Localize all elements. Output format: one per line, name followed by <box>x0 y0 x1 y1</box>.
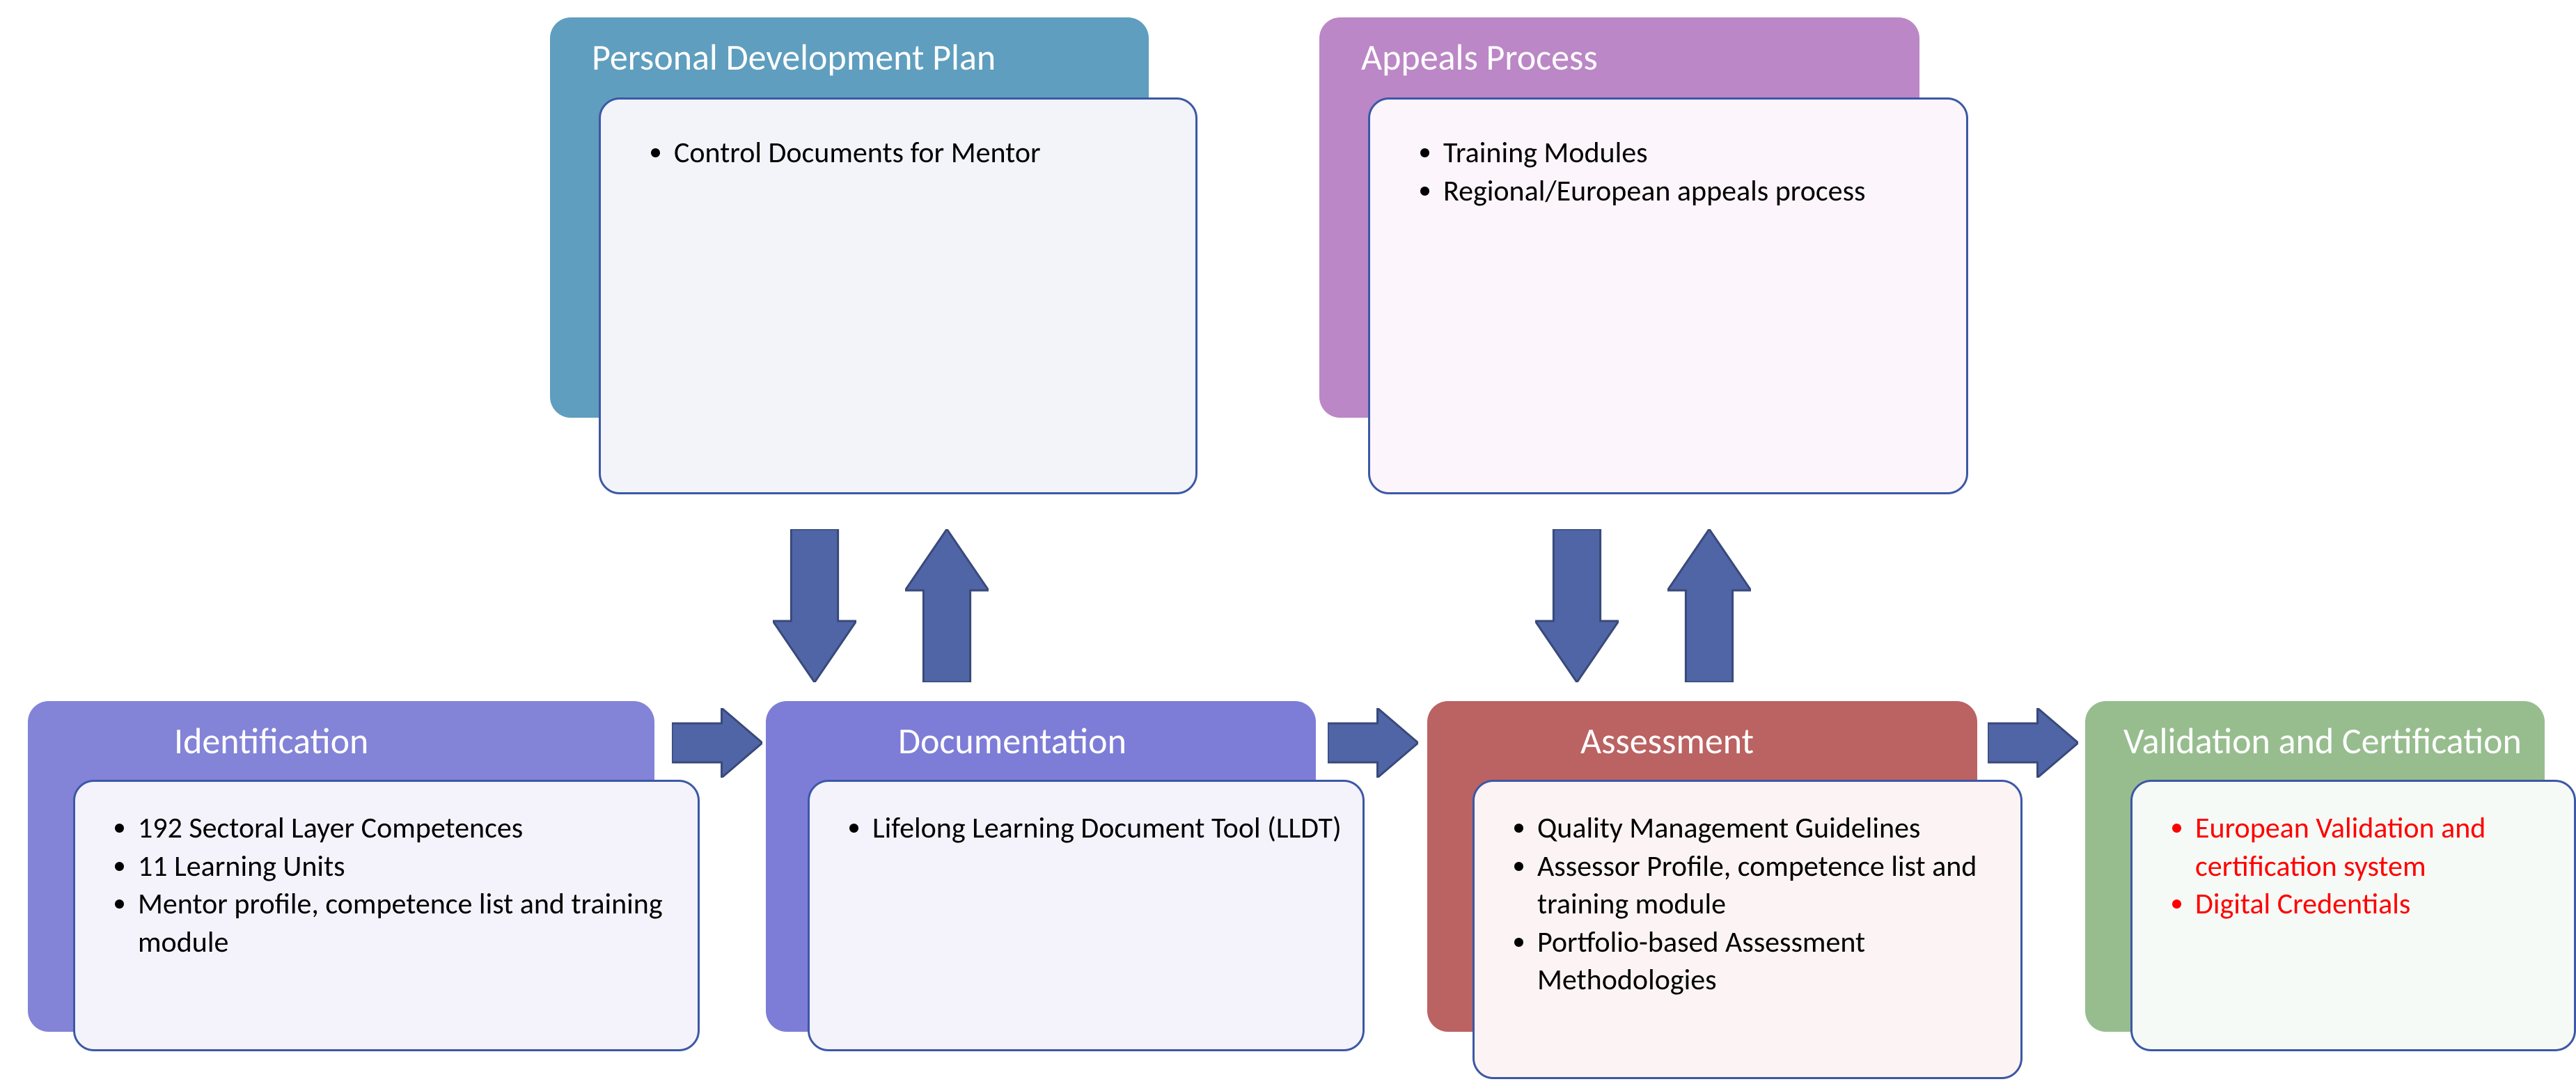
node-pdp-front: Control Documents for Mentor <box>599 97 1197 494</box>
node-pdp-bullets: Control Documents for Mentor <box>632 134 1195 173</box>
node-appeals-front: Training ModulesRegional/European appeal… <box>1368 97 1968 494</box>
node-assessment-bullet: Portfolio-based Assessment Methodologies <box>1537 924 2020 1000</box>
node-assessment-front: Quality Management GuidelinesAssessor Pr… <box>1472 780 2023 1079</box>
node-pdp-bullet: Control Documents for Mentor <box>674 134 1195 173</box>
node-appeals-bullets: Training ModulesRegional/European appeal… <box>1401 134 1966 210</box>
node-validation-bullets: European Validation and certification sy… <box>2153 810 2574 924</box>
node-identification-bullet: 192 Sectoral Layer Competences <box>138 810 698 848</box>
node-documentation-bullet: Lifelong Learning Document Tool (LLDT) <box>872 810 1362 848</box>
arrow-a-assess-valid <box>1988 708 2078 778</box>
node-validation-bullet: Digital Credentials <box>2195 886 2574 924</box>
arrow-a-app-down <box>1535 529 1619 682</box>
node-appeals-title: Appeals Process <box>1361 35 1919 79</box>
arrow-a-pdp-down <box>773 529 856 682</box>
node-appeals-bullet: Training Modules <box>1443 134 1966 173</box>
node-identification-bullet: 11 Learning Units <box>138 848 698 886</box>
node-documentation-front: Lifelong Learning Document Tool (LLDT) <box>808 780 1365 1051</box>
node-assessment-bullet: Quality Management Guidelines <box>1537 810 2020 848</box>
node-identification-bullet: Mentor profile, competence list and trai… <box>138 886 698 961</box>
node-pdp-title: Personal Development Plan <box>592 35 1149 79</box>
node-assessment-bullets: Quality Management GuidelinesAssessor Pr… <box>1495 810 2020 1000</box>
diagram-canvas: Personal Development Plan Control Documen… <box>0 0 2576 1084</box>
node-assessment-title: Assessment <box>1580 718 1977 763</box>
arrow-a-app-up <box>1667 529 1751 682</box>
node-identification-front: 192 Sectoral Layer Competences11 Learnin… <box>73 780 700 1051</box>
node-validation-title: Validation and Certification <box>2123 718 2545 763</box>
node-assessment-bullet: Assessor Profile, competence list and tr… <box>1537 848 2020 924</box>
arrow-a-pdp-up <box>905 529 989 682</box>
arrow-a-ident-doc <box>672 708 762 778</box>
node-validation-front: European Validation and certification sy… <box>2130 780 2576 1051</box>
node-documentation-title: Documentation <box>898 718 1316 763</box>
arrow-a-doc-assess <box>1328 708 1418 778</box>
node-documentation-bullets: Lifelong Learning Document Tool (LLDT) <box>831 810 1362 848</box>
node-validation-bullet: European Validation and certification sy… <box>2195 810 2574 886</box>
node-identification-bullets: 192 Sectoral Layer Competences11 Learnin… <box>96 810 698 961</box>
node-appeals-bullet: Regional/European appeals process <box>1443 173 1966 211</box>
node-identification-title: Identification <box>174 718 654 763</box>
